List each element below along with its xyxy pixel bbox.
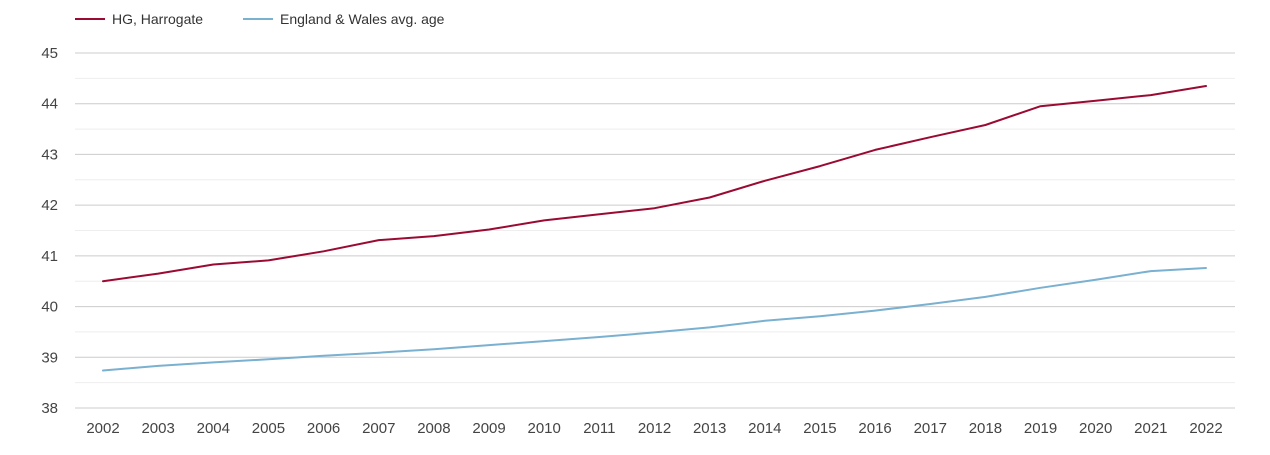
data-point-england-wales-avg-age-2011[interactable] [596, 334, 602, 340]
y-tick-label-44: 44 [41, 96, 58, 113]
x-tick-label-2019: 2019 [1024, 420, 1057, 437]
data-point-hg-harrogate-2008[interactable] [431, 233, 437, 239]
x-tick-label-2005: 2005 [252, 420, 285, 437]
x-tick-label-2004: 2004 [197, 420, 230, 437]
data-point-hg-harrogate-2010[interactable] [541, 217, 547, 223]
x-tick-label-2008: 2008 [417, 420, 450, 437]
data-point-hg-harrogate-2007[interactable] [376, 237, 382, 243]
y-tick-label-38: 38 [41, 400, 58, 417]
data-point-england-wales-avg-age-2013[interactable] [707, 324, 713, 330]
data-point-england-wales-avg-age-2008[interactable] [431, 346, 437, 352]
series-line-england-wales-avg-age[interactable] [102, 267, 1207, 372]
data-point-england-wales-avg-age-2003[interactable] [155, 363, 161, 369]
data-point-england-wales-avg-age-2015[interactable] [817, 313, 823, 319]
series-lines [100, 83, 1209, 373]
x-tick-label-2017: 2017 [914, 420, 947, 437]
x-tick-label-2022: 2022 [1189, 420, 1222, 437]
data-point-england-wales-avg-age-2002[interactable] [100, 367, 106, 373]
data-point-england-wales-avg-age-2004[interactable] [210, 359, 216, 365]
y-tick-label-41: 41 [41, 248, 58, 265]
data-point-hg-harrogate-2016[interactable] [872, 147, 878, 153]
x-tick-label-2003: 2003 [141, 420, 174, 437]
x-tick-label-2018: 2018 [969, 420, 1002, 437]
x-tick-label-2011: 2011 [583, 420, 615, 437]
x-tick-label-2021: 2021 [1134, 420, 1167, 437]
data-point-hg-harrogate-2005[interactable] [265, 257, 271, 263]
x-tick-label-2006: 2006 [307, 420, 340, 437]
x-tick-label-2020: 2020 [1079, 420, 1112, 437]
data-point-hg-harrogate-2022[interactable] [1203, 83, 1209, 89]
legend-label-england-wales: England & Wales avg. age [280, 11, 445, 27]
x-tick-label-2016: 2016 [858, 420, 891, 437]
data-point-england-wales-avg-age-2012[interactable] [652, 329, 658, 335]
x-tick-label-2014: 2014 [748, 420, 781, 437]
x-axis: 2002 2003 2004 2005 2006 2007 2008 2009 2010 2011… [86, 420, 1222, 437]
data-point-england-wales-avg-age-2018[interactable] [982, 294, 988, 300]
series-line-hg-harrogate[interactable] [102, 85, 1207, 283]
x-tick-label-2015: 2015 [803, 420, 836, 437]
data-point-england-wales-avg-age-2016[interactable] [872, 308, 878, 314]
data-point-hg-harrogate-2019[interactable] [1038, 103, 1044, 109]
legend-label-harrogate: HG, Harrogate [112, 11, 203, 27]
data-point-england-wales-avg-age-2006[interactable] [321, 353, 327, 359]
data-point-england-wales-avg-age-2021[interactable] [1148, 268, 1154, 274]
data-point-england-wales-avg-age-2019[interactable] [1038, 285, 1044, 291]
data-point-hg-harrogate-2003[interactable] [155, 271, 161, 277]
data-point-hg-harrogate-2006[interactable] [321, 248, 327, 254]
data-point-england-wales-avg-age-2005[interactable] [265, 356, 271, 362]
data-point-england-wales-avg-age-2010[interactable] [541, 338, 547, 344]
y-axis: 38 39 40 41 42 43 44 45 [41, 45, 58, 417]
data-point-hg-harrogate-2011[interactable] [596, 211, 602, 217]
legend-item-england-wales[interactable]: England & Wales avg. age [243, 11, 445, 27]
data-point-hg-harrogate-2004[interactable] [210, 261, 216, 267]
data-point-england-wales-avg-age-2007[interactable] [376, 350, 382, 356]
grid [75, 52, 1235, 409]
data-point-hg-harrogate-2009[interactable] [486, 226, 492, 232]
y-tick-label-40: 40 [41, 299, 58, 316]
data-point-hg-harrogate-2002[interactable] [100, 278, 106, 284]
legend: HG, Harrogate England & Wales avg. age [75, 11, 445, 27]
y-tick-label-45: 45 [41, 45, 58, 62]
data-point-england-wales-avg-age-2022[interactable] [1203, 265, 1209, 271]
x-tick-label-2002: 2002 [86, 420, 119, 437]
y-tick-label-43: 43 [41, 146, 58, 163]
data-point-england-wales-avg-age-2009[interactable] [486, 342, 492, 348]
data-point-england-wales-avg-age-2020[interactable] [1093, 277, 1099, 283]
x-tick-label-2012: 2012 [638, 420, 671, 437]
x-tick-label-2013: 2013 [693, 420, 726, 437]
data-point-hg-harrogate-2018[interactable] [982, 122, 988, 128]
legend-item-harrogate[interactable]: HG, Harrogate [75, 11, 203, 27]
data-point-hg-harrogate-2017[interactable] [927, 134, 933, 140]
data-point-hg-harrogate-2013[interactable] [707, 195, 713, 201]
y-tick-label-39: 39 [41, 349, 58, 366]
x-tick-label-2009: 2009 [472, 420, 505, 437]
data-point-hg-harrogate-2015[interactable] [817, 163, 823, 169]
data-point-hg-harrogate-2020[interactable] [1093, 98, 1099, 104]
data-point-hg-harrogate-2014[interactable] [762, 178, 768, 184]
data-point-england-wales-avg-age-2014[interactable] [762, 318, 768, 324]
data-point-england-wales-avg-age-2017[interactable] [927, 301, 933, 307]
x-tick-label-2007: 2007 [362, 420, 395, 437]
data-point-hg-harrogate-2021[interactable] [1148, 92, 1154, 98]
x-tick-label-2010: 2010 [528, 420, 561, 437]
y-tick-label-42: 42 [41, 197, 58, 214]
data-point-hg-harrogate-2012[interactable] [652, 205, 658, 211]
